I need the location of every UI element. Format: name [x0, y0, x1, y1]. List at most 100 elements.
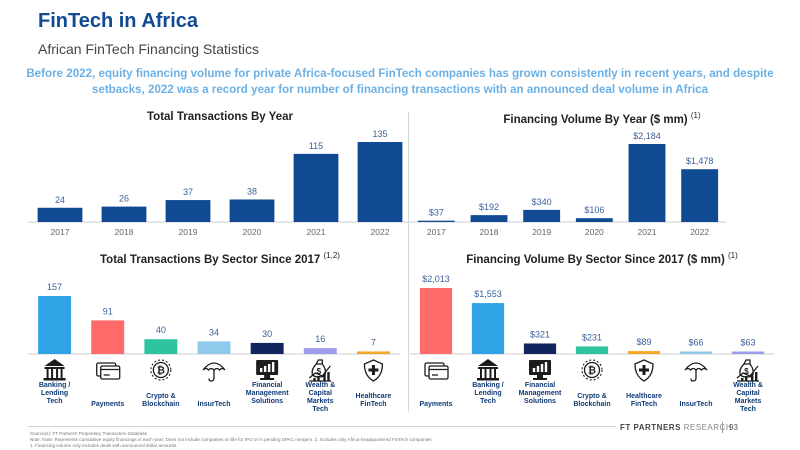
bar-Financial Management Solutions: [250, 342, 284, 354]
chart-transactions-by-sector: 157 Banking / Lending Tech 91 Payments 40 ₿ Cryp…: [28, 282, 400, 413]
data-label: $2,013: [422, 274, 450, 284]
bar-Banking / Lending Tech: [38, 296, 72, 354]
tick-label: 2022: [690, 227, 709, 237]
bar-2020: [575, 218, 613, 222]
data-label: 34: [209, 327, 219, 337]
chart-title-vol-by-sector: Financing Volume By Sector Since 2017 ($…: [410, 251, 794, 266]
category-label: Payments: [91, 401, 124, 408]
monitor-chart-icon: [256, 360, 279, 380]
tick-label: 2022: [371, 227, 390, 237]
category-label: Wealth & Capital Markets Tech: [733, 382, 763, 413]
bar-2022: [357, 142, 403, 222]
data-label: $2,184: [633, 131, 661, 141]
svg-text:$: $: [744, 367, 749, 376]
data-label: 91: [103, 306, 113, 316]
svg-text:$: $: [317, 367, 322, 376]
tick-label: 2020: [585, 227, 604, 237]
bank-icon: [43, 359, 66, 381]
money-bag-chart-icon: $: [736, 359, 759, 382]
umbrella-icon: [202, 362, 226, 382]
bar-Payments: [91, 320, 125, 354]
tick-label: 2021: [638, 227, 657, 237]
bar-2020: [229, 199, 275, 222]
data-label: 7: [371, 337, 376, 347]
bar-Healthcare FinTech: [356, 351, 390, 354]
monitor-chart-icon: [529, 360, 551, 380]
page-separator: [722, 422, 723, 433]
bar-Healthcare FinTech: [627, 351, 661, 354]
svg-text:₿: ₿: [157, 365, 165, 377]
tick-label: 2018: [115, 227, 134, 237]
data-label: $106: [584, 205, 604, 215]
bar-Crypto & Blockchain: [575, 346, 609, 354]
chart-title-tx-by-sector: Total Transactions By Sector Since 2017 …: [28, 251, 412, 266]
bar-InsurTech: [197, 341, 231, 354]
chart-title-tx-by-year: Total Transactions By Year: [28, 111, 412, 123]
chart-volume-by-sector: $2,013 Payments $1,553 Banking / Lending Tech…: [410, 274, 774, 413]
bar-Wealth & Capital Markets Tech: [731, 351, 765, 354]
data-label: 26: [119, 194, 129, 204]
chart-volume-by-year: $37 2017 $192 2018 $340 2019 $106 2020 $2,184 202…: [410, 131, 726, 237]
bar-Banking / Lending Tech: [471, 303, 505, 354]
bar-2017: [37, 207, 83, 222]
bar-2019: [165, 200, 211, 222]
data-label: 24: [55, 195, 65, 205]
headline-summary: Before 2022, equity financing volume for…: [26, 67, 774, 96]
category-label: Healthcare FinTech: [626, 393, 662, 408]
data-label: 16: [315, 334, 325, 344]
chart-title-text: Financing Volume By Sector Since 2017 ($…: [466, 253, 725, 266]
tick-label: 2019: [179, 227, 198, 237]
bar-Financial Management Solutions: [523, 343, 557, 354]
bar-Wealth & Capital Markets Tech: [303, 348, 337, 354]
vertical-divider: [408, 112, 409, 412]
bar-Payments: [419, 288, 453, 354]
brand-research: RESEARCH: [683, 423, 733, 432]
data-label: $1,478: [686, 156, 714, 166]
chart-title-footnote: (1,2): [323, 251, 340, 260]
umbrella-icon: [684, 362, 708, 382]
category-label: Healthcare FinTech: [356, 393, 392, 408]
bar-2021: [293, 153, 339, 222]
category-label: Crypto & Blockchain: [573, 393, 610, 408]
footnotes: Source(s): FT Partners' Proprietary Tran…: [30, 431, 432, 449]
data-label: 37: [183, 187, 193, 197]
brand-name: FT PARTNERS: [620, 423, 681, 432]
chart-title-text: Financing Volume By Year ($ mm): [503, 113, 688, 126]
money-bag-chart-icon: $: [308, 359, 332, 382]
category-label: Wealth & Capital Markets Tech: [305, 382, 335, 413]
bar-2019: [523, 209, 561, 222]
footnote-source: Source(s): FT Partners' Proprietary Tran…: [30, 431, 148, 436]
data-label: $89: [636, 337, 651, 347]
data-label: 115: [309, 141, 323, 151]
category-label: Financial Management Solutions: [519, 382, 562, 405]
data-label: 38: [247, 186, 257, 196]
data-label: $340: [532, 197, 552, 207]
footer-rule: [28, 426, 616, 427]
chart-title-footnote: (1): [690, 111, 701, 120]
page-title: FinTech in Africa: [38, 10, 199, 32]
bar-Crypto & Blockchain: [144, 339, 178, 354]
crypto-coin-icon: ₿: [150, 359, 172, 381]
page-subtitle: African FinTech Financing Statistics: [38, 41, 259, 57]
data-label: $63: [740, 338, 755, 348]
tick-label: 2021: [307, 227, 326, 237]
category-label: Banking / Lending Tech: [472, 382, 504, 405]
page-number: 93: [729, 423, 738, 432]
data-label: 30: [262, 329, 272, 339]
category-label: InsurTech: [680, 401, 713, 408]
chart-title-footnote: (1): [728, 251, 738, 260]
tick-label: 2018: [480, 227, 499, 237]
data-label: $66: [688, 338, 703, 348]
chart-title-vol-by-year: Financing Volume By Year ($ mm) (1): [410, 111, 794, 126]
bar-2022: [681, 169, 719, 222]
credit-card-icon: [96, 362, 121, 380]
data-label: 157: [47, 282, 62, 292]
chart-transactions-by-year: 24 2017 26 2018 37 2019 38 2020 115 2021 135 2022: [28, 129, 412, 237]
data-label: $1,553: [474, 289, 502, 299]
tick-label: 2019: [532, 227, 551, 237]
bar-InsurTech: [679, 351, 713, 354]
data-label: $192: [479, 202, 499, 212]
data-label: 40: [156, 325, 166, 335]
medical-shield-icon: [363, 359, 384, 382]
bar-2018: [470, 215, 508, 222]
